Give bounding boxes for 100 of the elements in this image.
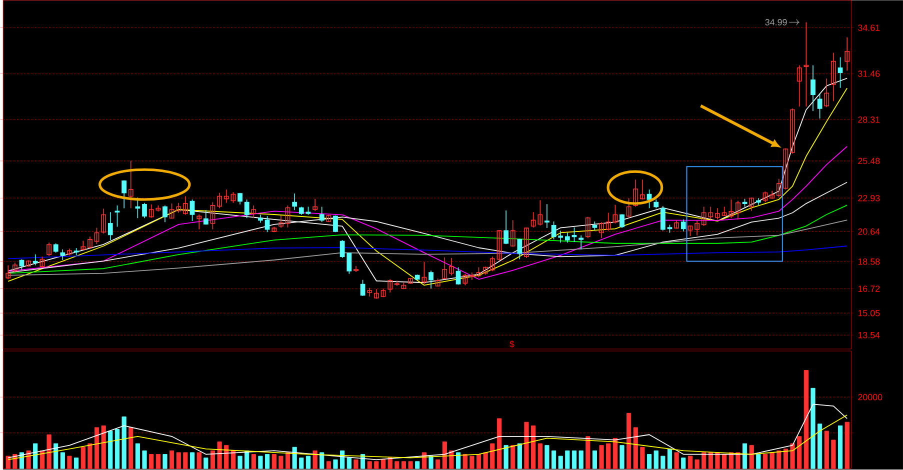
bar xyxy=(26,450,31,470)
bar xyxy=(436,460,440,470)
candlestick xyxy=(87,236,92,250)
candlestick xyxy=(394,280,400,287)
bar xyxy=(456,452,461,470)
bar xyxy=(374,461,379,470)
bar xyxy=(592,450,598,470)
candlestick xyxy=(517,238,522,260)
bar xyxy=(388,458,392,470)
bar xyxy=(749,445,754,470)
bar xyxy=(80,447,86,470)
candlestick xyxy=(264,216,270,233)
candlestick xyxy=(428,270,434,290)
bar xyxy=(742,444,748,470)
bar xyxy=(428,456,434,470)
candlestick xyxy=(578,235,584,250)
bar xyxy=(258,456,263,470)
bar xyxy=(285,452,290,470)
bar xyxy=(74,458,79,470)
candlestick xyxy=(374,288,379,300)
bar xyxy=(510,445,516,470)
bar xyxy=(251,454,256,470)
bar xyxy=(810,388,816,470)
candlestick xyxy=(19,259,24,271)
bar xyxy=(176,452,181,470)
bar xyxy=(708,452,713,470)
bar xyxy=(790,444,795,470)
candlestick xyxy=(108,212,113,241)
bar xyxy=(626,413,632,470)
candlestick xyxy=(12,262,18,273)
y-tick-label: 28.31 xyxy=(858,116,880,124)
candlestick xyxy=(790,108,795,154)
bar xyxy=(40,450,44,470)
line-series xyxy=(8,182,848,274)
candlestick xyxy=(408,278,413,285)
bar xyxy=(6,456,10,470)
y-tick-label: 18.58 xyxy=(858,258,880,265)
annotation: $ xyxy=(510,340,514,348)
bar xyxy=(646,454,652,470)
candlestick xyxy=(680,219,686,232)
line-series xyxy=(8,246,848,260)
candlestick xyxy=(210,202,216,230)
candlestick xyxy=(6,265,11,280)
bar xyxy=(326,461,331,470)
candlestick xyxy=(142,202,147,219)
bar xyxy=(67,456,72,470)
candlestick xyxy=(831,52,836,102)
bar xyxy=(824,431,829,470)
candlestick xyxy=(182,196,188,216)
candlestick xyxy=(40,256,45,268)
bar xyxy=(60,452,65,470)
bar xyxy=(272,454,276,470)
bar xyxy=(660,456,666,470)
bar xyxy=(346,458,352,470)
candlestick xyxy=(817,92,822,120)
candlestick xyxy=(388,279,393,294)
candlestick xyxy=(333,215,338,233)
bar xyxy=(442,442,447,470)
bar xyxy=(312,450,318,470)
candlestick xyxy=(46,242,52,257)
candlestick xyxy=(292,193,298,211)
bar xyxy=(204,458,208,470)
bar xyxy=(292,447,297,470)
candlestick xyxy=(469,272,474,280)
bar xyxy=(462,454,468,470)
bar xyxy=(196,452,202,470)
y-tick-label: 15.05 xyxy=(858,310,880,316)
bar xyxy=(715,452,720,470)
candlestick xyxy=(422,262,427,285)
bar xyxy=(612,438,618,470)
y-tick-label: 20.64 xyxy=(858,228,880,235)
bar xyxy=(394,461,400,470)
bar xyxy=(599,445,604,470)
candlestick xyxy=(544,204,550,229)
candlestick xyxy=(80,240,86,251)
candlestick xyxy=(599,222,604,239)
bar xyxy=(804,370,808,470)
candlestick xyxy=(796,65,802,108)
candlestick xyxy=(804,22,809,108)
candlestick xyxy=(196,214,202,230)
candlestick xyxy=(456,267,461,286)
candlestick xyxy=(510,220,516,248)
bar xyxy=(818,424,822,470)
bar xyxy=(415,461,420,470)
candlestick xyxy=(660,206,666,232)
candlestick xyxy=(620,214,624,229)
candlestick xyxy=(176,202,182,214)
candlestick xyxy=(278,215,284,228)
candlestick xyxy=(203,210,208,226)
bar xyxy=(320,452,324,470)
bar xyxy=(681,458,686,470)
candlestick xyxy=(524,227,529,259)
candlestick xyxy=(101,208,106,234)
candlestick xyxy=(162,205,168,223)
candlestick xyxy=(504,210,508,245)
bar xyxy=(401,461,406,470)
bar xyxy=(299,458,304,470)
candlestick xyxy=(251,205,256,218)
bar xyxy=(776,450,782,470)
bar xyxy=(531,426,536,470)
